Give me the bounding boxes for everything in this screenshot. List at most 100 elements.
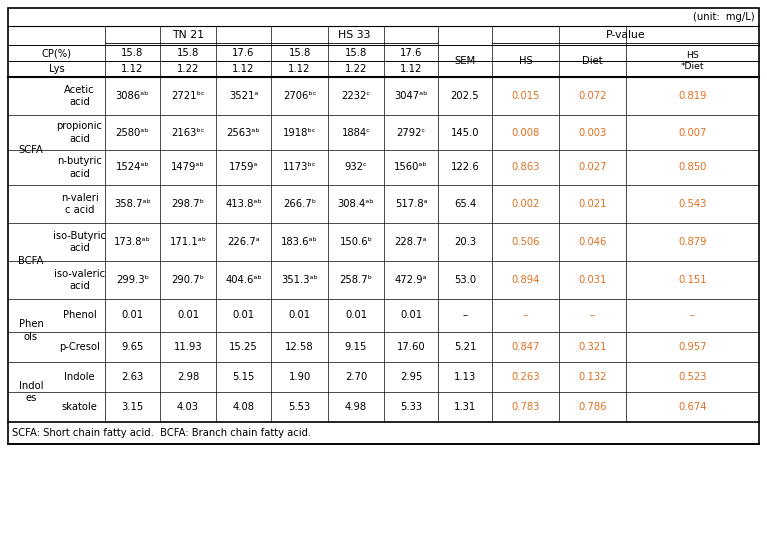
Text: 202.5: 202.5 [451, 91, 479, 101]
Text: 0.01: 0.01 [232, 311, 255, 320]
Text: 0.783: 0.783 [512, 402, 540, 412]
Text: Indol
es: Indol es [18, 381, 43, 403]
Text: Acetic
acid: Acetic acid [64, 85, 95, 107]
Text: 2792ᶜ: 2792ᶜ [397, 127, 426, 138]
Text: 226.7ᵃ: 226.7ᵃ [227, 237, 260, 247]
Text: 9.15: 9.15 [345, 342, 367, 352]
Text: Phen
ols: Phen ols [18, 319, 44, 341]
Text: CP(%): CP(%) [41, 48, 71, 58]
Text: n-butyric
acid: n-butyric acid [57, 156, 102, 179]
Text: 3086ᵃᵇ: 3086ᵃᵇ [116, 91, 150, 101]
Text: 2.98: 2.98 [177, 372, 199, 382]
Text: 122.6: 122.6 [451, 163, 479, 172]
Text: 517.8ᵃ: 517.8ᵃ [395, 199, 427, 209]
Text: HS: HS [518, 56, 532, 66]
Text: 171.1ᵃᵇ: 171.1ᵃᵇ [170, 237, 206, 247]
Text: Diet: Diet [582, 56, 603, 66]
Text: 1560ᵃᵇ: 1560ᵃᵇ [394, 163, 428, 172]
Text: 5.53: 5.53 [288, 402, 311, 412]
Text: 2580ᵃᵇ: 2580ᵃᵇ [116, 127, 150, 138]
Text: 351.3ᵃᵇ: 351.3ᵃᵇ [281, 275, 318, 285]
Text: 12.58: 12.58 [285, 342, 314, 352]
Text: 266.7ᵇ: 266.7ᵇ [283, 199, 316, 209]
Text: 0.543: 0.543 [678, 199, 706, 209]
Text: 0.002: 0.002 [512, 199, 540, 209]
Text: 1884ᶜ: 1884ᶜ [341, 127, 370, 138]
Text: 0.007: 0.007 [678, 127, 706, 138]
Text: TN 21: TN 21 [172, 30, 204, 41]
Text: 290.7ᵇ: 290.7ᵇ [172, 275, 205, 285]
Text: 2721ᵇᶜ: 2721ᵇᶜ [171, 91, 205, 101]
Text: 0.01: 0.01 [345, 311, 367, 320]
Text: 258.7ᵇ: 258.7ᵇ [340, 275, 373, 285]
Text: 20.3: 20.3 [454, 237, 476, 247]
Text: 0.819: 0.819 [678, 91, 706, 101]
Text: SCFA: Short chain fatty acid.  BCFA: Branch chain fatty acid.: SCFA: Short chain fatty acid. BCFA: Bran… [12, 428, 311, 438]
Text: 404.6ᵃᵇ: 404.6ᵃᵇ [225, 275, 262, 285]
Text: 1759ᵃ: 1759ᵃ [229, 163, 258, 172]
Text: 0.879: 0.879 [678, 237, 706, 247]
Text: 0.01: 0.01 [177, 311, 199, 320]
Text: 1918ᵇᶜ: 1918ᵇᶜ [283, 127, 316, 138]
Text: –: – [523, 311, 528, 320]
Text: 0.523: 0.523 [678, 372, 706, 382]
Text: SEM: SEM [454, 56, 476, 66]
Text: 0.850: 0.850 [678, 163, 706, 172]
Text: 1.12: 1.12 [400, 64, 422, 74]
Text: 4.98: 4.98 [345, 402, 367, 412]
Text: 4.03: 4.03 [177, 402, 199, 412]
Text: 17.6: 17.6 [232, 48, 255, 58]
Text: 0.01: 0.01 [400, 311, 422, 320]
Bar [8, 8, 759, 444]
Text: 228.7ᵃ: 228.7ᵃ [395, 237, 427, 247]
Text: 413.8ᵃᵇ: 413.8ᵃᵇ [225, 199, 262, 209]
Text: 4.08: 4.08 [232, 402, 255, 412]
Text: 145.0: 145.0 [451, 127, 479, 138]
Text: iso-valeric
acid: iso-valeric acid [54, 269, 105, 291]
Text: 15.8: 15.8 [177, 48, 199, 58]
Text: 150.6ᵇ: 150.6ᵇ [340, 237, 373, 247]
Text: 53.0: 53.0 [454, 275, 476, 285]
Text: 0.894: 0.894 [512, 275, 540, 285]
Text: 308.4ᵃᵇ: 308.4ᵃᵇ [337, 199, 374, 209]
Text: 17.6: 17.6 [400, 48, 422, 58]
Text: 299.3ᵇ: 299.3ᵇ [116, 275, 149, 285]
Text: 0.031: 0.031 [578, 275, 607, 285]
Text: HS 33: HS 33 [338, 30, 370, 41]
Text: 15.8: 15.8 [288, 48, 311, 58]
Text: Indole: Indole [64, 372, 95, 382]
Text: 0.046: 0.046 [578, 237, 607, 247]
Text: 1479ᵃᵇ: 1479ᵃᵇ [171, 163, 205, 172]
Text: propionic
acid: propionic acid [57, 121, 103, 144]
Text: 3.15: 3.15 [121, 402, 143, 412]
Text: 1.13: 1.13 [454, 372, 476, 382]
Text: 3047ᵃᵇ: 3047ᵃᵇ [394, 91, 428, 101]
Text: 0.027: 0.027 [578, 163, 607, 172]
Text: 0.132: 0.132 [578, 372, 607, 382]
Text: 358.7ᵃᵇ: 358.7ᵃᵇ [114, 199, 151, 209]
Text: 932ᶜ: 932ᶜ [344, 163, 367, 172]
Text: 0.01: 0.01 [288, 311, 311, 320]
Text: P-value: P-value [606, 30, 645, 41]
Text: 0.003: 0.003 [578, 127, 607, 138]
Text: 2163ᵇᶜ: 2163ᵇᶜ [171, 127, 205, 138]
Text: –: – [463, 311, 468, 320]
Text: 2563ᵃᵇ: 2563ᵃᵇ [226, 127, 260, 138]
Text: n-valeri
c acid: n-valeri c acid [61, 193, 98, 215]
Text: 0.957: 0.957 [678, 342, 707, 352]
Text: 1.90: 1.90 [288, 372, 311, 382]
Text: 1173ᵇᶜ: 1173ᵇᶜ [283, 163, 316, 172]
Text: 15.25: 15.25 [229, 342, 258, 352]
Text: 472.9ᵃ: 472.9ᵃ [395, 275, 427, 285]
Text: 0.786: 0.786 [578, 402, 607, 412]
Text: 173.8ᵃᵇ: 173.8ᵃᵇ [114, 237, 151, 247]
Text: Lys: Lys [48, 64, 64, 74]
Text: 2232ᶜ: 2232ᶜ [341, 91, 370, 101]
Text: 0.072: 0.072 [578, 91, 607, 101]
Text: 3521ᵃ: 3521ᵃ [229, 91, 258, 101]
Text: iso-Butyric
acid: iso-Butyric acid [53, 231, 106, 253]
Text: 11.93: 11.93 [173, 342, 202, 352]
Text: 0.674: 0.674 [678, 402, 706, 412]
Text: skatole: skatole [61, 402, 97, 412]
Text: 0.321: 0.321 [578, 342, 607, 352]
